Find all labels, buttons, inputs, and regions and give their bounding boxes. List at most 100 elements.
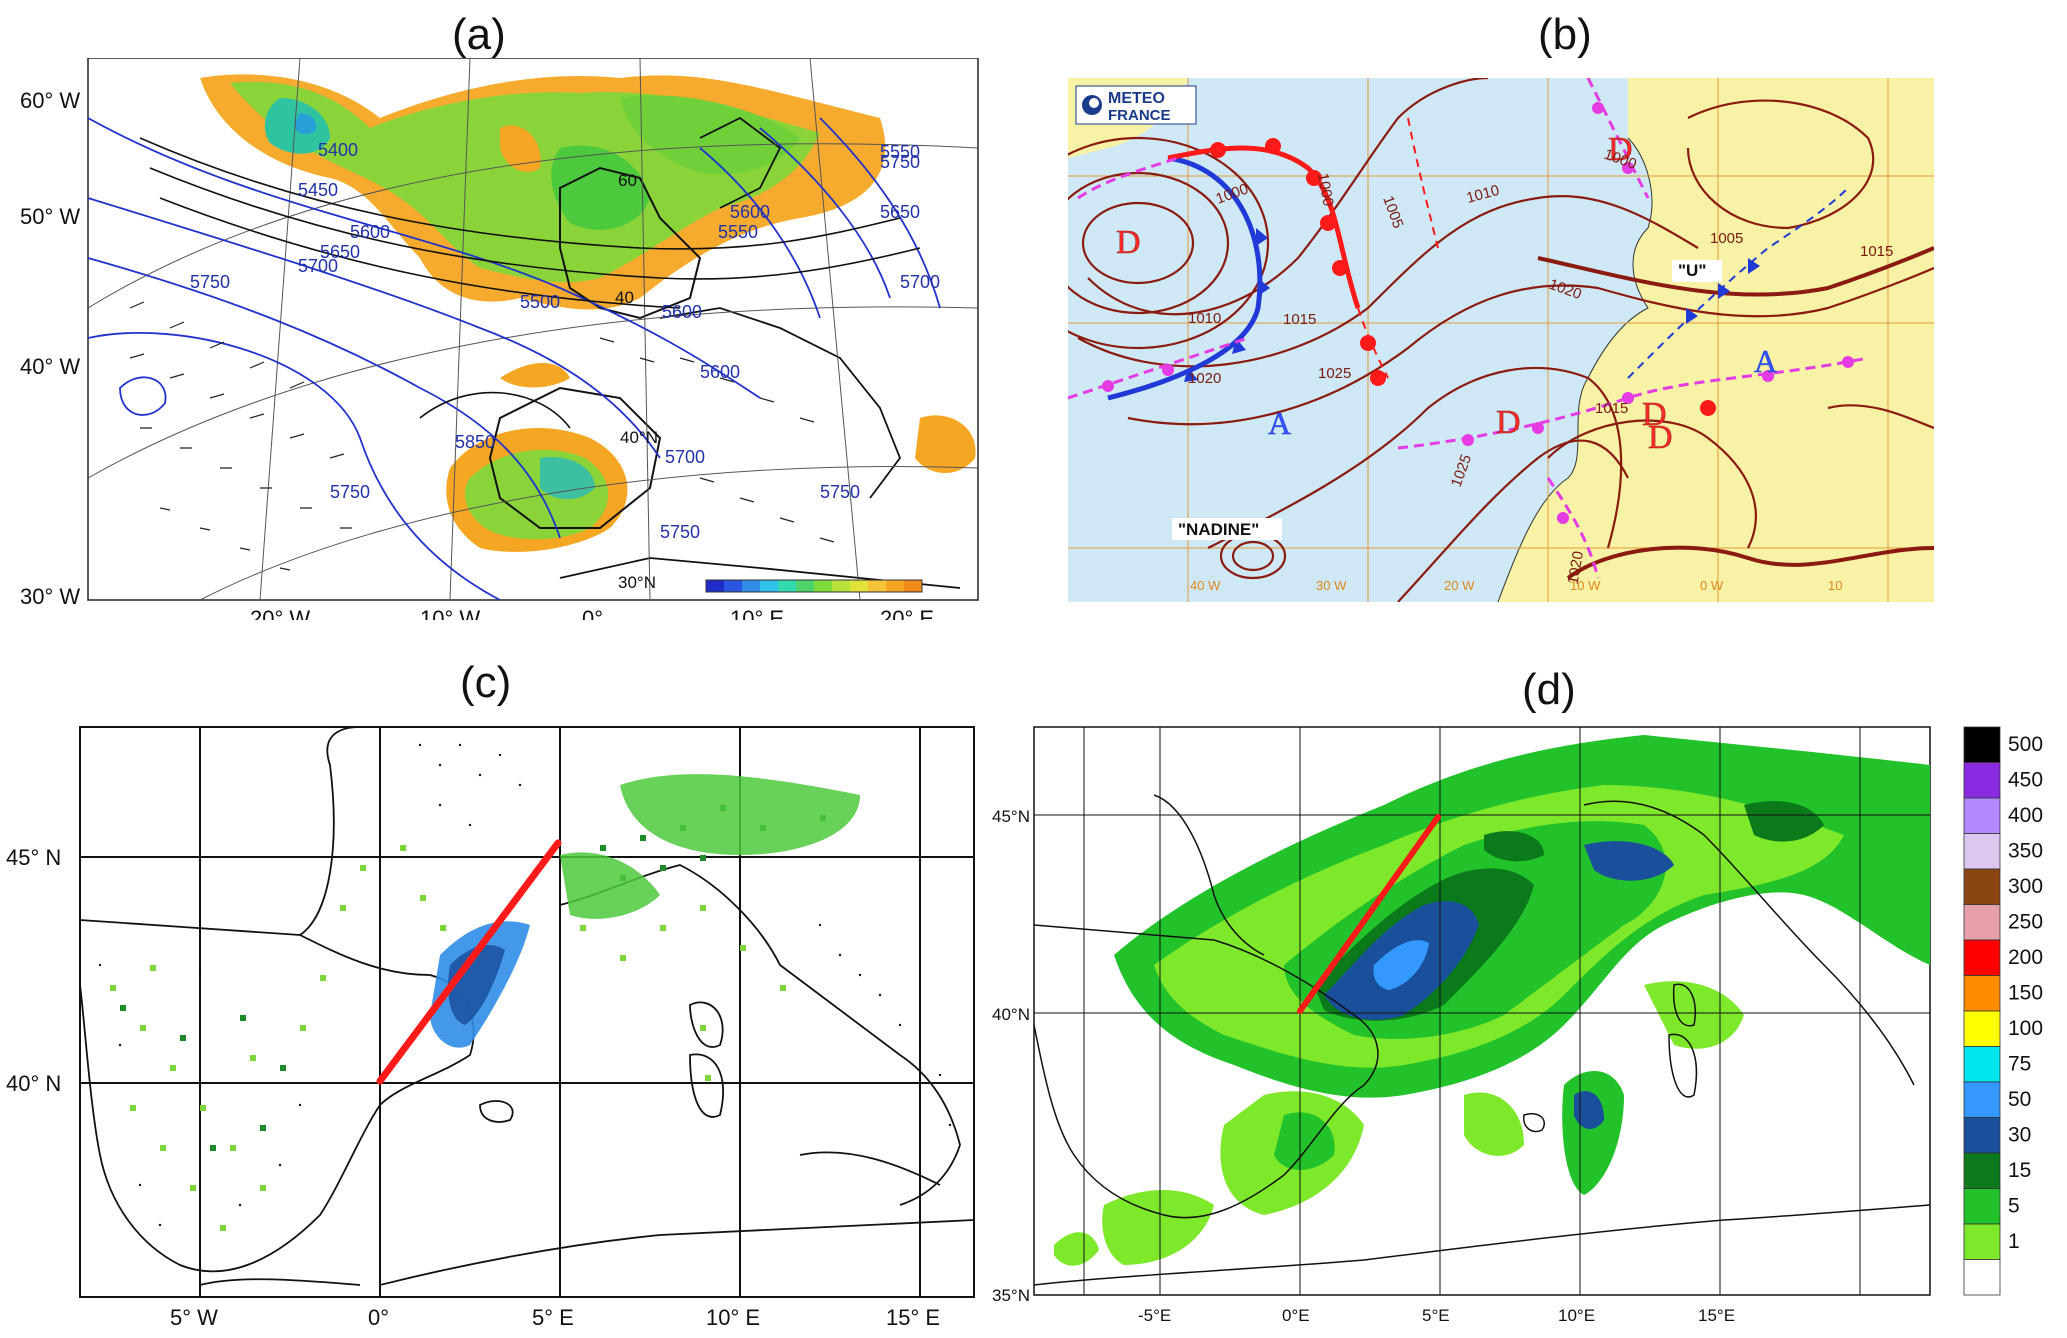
lon-label: 15° E <box>886 1305 940 1330</box>
contour-label: 5650 <box>880 202 920 222</box>
contour-label: 5650 <box>320 242 360 262</box>
panel-d-label: (d) <box>1522 665 1576 714</box>
lon-label: 5° W <box>170 1305 218 1330</box>
meteo-france-logo: METEO FRANCE <box>1075 85 1197 125</box>
lat-label: 45° N <box>6 845 61 870</box>
legend-swatch <box>1963 1259 2001 1296</box>
lon-label: 20° W <box>250 606 310 620</box>
legend-swatch <box>1963 1046 2001 1083</box>
isobar-label: 1005 <box>1710 230 1743 247</box>
isobar-label: 1025 <box>1318 365 1351 382</box>
legend-label: 350 <box>2008 840 2043 863</box>
lon-label: 0 W <box>1700 578 1724 593</box>
contour-label: 5750 <box>190 272 230 292</box>
contour-label: 5600 <box>700 362 740 382</box>
grid-label: 30°N <box>618 573 656 592</box>
grid-label: 40°N <box>620 428 658 447</box>
lon-label: 20 W <box>1444 578 1475 593</box>
panel-c-label: (c) <box>460 658 512 707</box>
isobar-label: 1020 <box>1188 370 1221 387</box>
isobar-label: 1015 <box>1860 243 1893 260</box>
contour-label: 60 <box>618 171 637 190</box>
isobar-label: 1000 <box>1314 172 1337 208</box>
legend-swatch <box>1963 1188 2001 1225</box>
storm-label: "NADINE" <box>1178 520 1259 539</box>
legend-swatch <box>1963 939 2001 976</box>
legend-swatch <box>1963 1117 2001 1154</box>
legend-swatch <box>1963 726 2001 763</box>
legend-label: 250 <box>2008 911 2043 934</box>
panel-a-map: 5400 5450 5600 5650 5700 5750 5550 5600 … <box>20 58 979 620</box>
legend-label: 5 <box>2008 1195 2020 1218</box>
lon-label: 20° E <box>880 606 934 620</box>
legend-swatch <box>1963 975 2001 1012</box>
legend-label: 30 <box>2008 1124 2031 1147</box>
legend-swatch <box>1963 1223 2001 1260</box>
precip-legend: 500 450 400 350 300 250 200 150 100 75 50 30 15 5 1 <box>1963 726 2043 1296</box>
legend-label: 100 <box>2008 1017 2043 1040</box>
legend-swatch <box>1963 1010 2001 1047</box>
isobar-label: 1020 <box>1565 550 1588 586</box>
contour-label: 5750 <box>330 482 370 502</box>
low-pressure-symbol: D <box>1642 396 1667 433</box>
lon-label: 40 W <box>1190 578 1221 593</box>
lon-label: 10 <box>1828 578 1842 593</box>
lon-label: 10° E <box>730 606 784 620</box>
lat-label: 45°N <box>992 807 1030 826</box>
lon-label: 10° E <box>706 1305 760 1330</box>
contour-label: 5500 <box>520 292 560 312</box>
lat-label: 35°N <box>992 1286 1030 1305</box>
lon-label: 0°E <box>1282 1306 1310 1325</box>
legend-swatch <box>1963 833 2001 870</box>
contour-label: 5750 <box>660 522 700 542</box>
logo-text: FRANCE <box>1108 107 1171 124</box>
legend-swatch <box>1963 904 2001 941</box>
contour-label: 5600 <box>730 202 770 222</box>
legend-label: 450 <box>2008 769 2043 792</box>
lon-label: 15°E <box>1698 1306 1735 1325</box>
panel-d-map: 45°N 40°N 35°N -5°E 0°E 5°E 10°E 15°E 50… <box>992 726 2043 1325</box>
contour-label: 5750 <box>880 152 920 172</box>
isobar-label: 1010 <box>1188 310 1221 327</box>
legend-swatch <box>1963 762 2001 799</box>
contour-label: 5450 <box>298 180 338 200</box>
lat-label: 60° W <box>20 88 80 113</box>
contour-label: 5700 <box>665 447 705 467</box>
contour-label: 5750 <box>820 482 860 502</box>
legend-label: 400 <box>2008 804 2043 827</box>
low-pressure-symbol: D <box>1116 224 1141 261</box>
legend-swatch <box>1963 797 2001 834</box>
contour-label: 5600 <box>662 302 702 322</box>
panel-b-label: (b) <box>1538 10 1592 59</box>
logo-text: METEO <box>1108 90 1165 107</box>
lat-label: 30° W <box>20 584 80 609</box>
lat-label: 40°N <box>992 1005 1030 1024</box>
lon-label: 0° <box>582 606 603 620</box>
contour-label: 5850 <box>455 432 495 452</box>
isobar-label: 1015 <box>1595 400 1628 417</box>
lat-label: 40° W <box>20 354 80 379</box>
contour-label: 5600 <box>350 222 390 242</box>
lat-label: 40° N <box>6 1071 61 1096</box>
contour-label: 5700 <box>900 272 940 292</box>
contour-label: 5550 <box>718 222 758 242</box>
low-name-label: "U" <box>1678 261 1706 280</box>
lat-label: 50° W <box>20 204 80 229</box>
isobar-label: 1015 <box>1283 311 1316 328</box>
legend-label: 200 <box>2008 946 2043 969</box>
legend-swatch <box>1963 868 2001 905</box>
legend-label: 150 <box>2008 982 2043 1005</box>
high-pressure-symbol: A <box>1754 343 1777 379</box>
legend-label: 15 <box>2008 1159 2031 1182</box>
lon-label: 10 W <box>1570 578 1601 593</box>
legend-swatch <box>1963 1152 2001 1189</box>
lon-label: 30 W <box>1316 578 1347 593</box>
lon-label: 5° E <box>532 1305 574 1330</box>
panel-a-label: (a) <box>452 10 506 59</box>
lon-label: 0° <box>368 1305 389 1330</box>
contour-label: 5400 <box>318 140 358 160</box>
high-pressure-symbol: A <box>1268 405 1291 441</box>
legend-swatch <box>1963 1081 2001 1118</box>
low-pressure-symbol: D <box>1496 404 1521 441</box>
legend-label: 50 <box>2008 1088 2031 1111</box>
